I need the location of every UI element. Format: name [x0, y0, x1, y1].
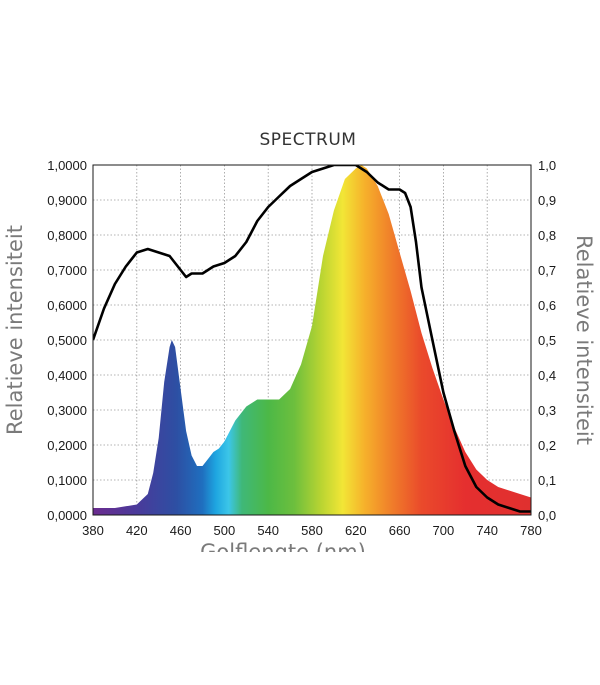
- y-tick-label-left: 0,7000: [47, 263, 87, 278]
- y-tick-label-left: 0,0000: [47, 508, 87, 523]
- y-tick-label-left: 0,2000: [47, 438, 87, 453]
- plot-border: [92, 164, 532, 516]
- x-axis-ticks: 380 420 460 500 540 580 620 660 700 740 780: [82, 523, 542, 538]
- x-tick-label: 740: [476, 523, 498, 538]
- y-axis-right-ticks: 0,0 0,1 0,2 0,3 0,4 0,5 0,6 0,7 0,8 0,9 1,0: [538, 158, 556, 523]
- y-axis-right-title: Relatieve intensiteit: [572, 235, 596, 445]
- x-tick-label: 380: [82, 523, 104, 538]
- x-tick-label: 420: [126, 523, 148, 538]
- y-tick-label-right: 0,4: [538, 368, 556, 383]
- y-tick-label-left: 0,6000: [47, 298, 87, 313]
- y-tick-label-right: 1,0: [538, 158, 556, 173]
- y-tick-label-left: 0,4000: [47, 368, 87, 383]
- y-tick-label-right: 0,7: [538, 263, 556, 278]
- x-tick-label: 780: [520, 523, 542, 538]
- x-tick-label: 660: [389, 523, 411, 538]
- x-tick-label: 540: [257, 523, 279, 538]
- y-tick-label-right: 0,3: [538, 403, 556, 418]
- x-tick-label: 580: [301, 523, 323, 538]
- x-tick-label: 460: [170, 523, 192, 538]
- y-tick-label-left: 0,8000: [47, 228, 87, 243]
- x-tick-label: 700: [433, 523, 455, 538]
- y-tick-label-right: 0,8: [538, 228, 556, 243]
- chart-title: SPECTRUM: [260, 130, 357, 150]
- y-tick-label-right: 0,6: [538, 298, 556, 313]
- spectral-emission-area: [93, 165, 531, 515]
- y-tick-label-left: 0,5000: [47, 333, 87, 348]
- response-curve-line: [93, 165, 531, 513]
- y-tick-label-left: 1,0000: [47, 158, 87, 173]
- y-tick-label-left: 0,1000: [47, 473, 87, 488]
- y-tick-label-right: 0,2: [538, 438, 556, 453]
- y-tick-label-left: 0,9000: [47, 193, 87, 208]
- x-tick-label: 620: [345, 523, 367, 538]
- y-axis-left-title: Relatieve intensiteit: [3, 225, 27, 435]
- y-tick-label-right: 0,1: [538, 473, 556, 488]
- y-tick-label-right: 0,0: [538, 508, 556, 523]
- y-tick-label-left: 0,3000: [47, 403, 87, 418]
- y-axis-left-ticks: 0,0000 0,1000 0,2000 0,3000 0,4000 0,5000 0,60…: [47, 158, 87, 523]
- x-axis-title: Golflengte (nm): [200, 540, 366, 564]
- y-tick-label-right: 0,5: [538, 333, 556, 348]
- x-tick-label: 500: [214, 523, 236, 538]
- y-tick-label-right: 0,9: [538, 193, 556, 208]
